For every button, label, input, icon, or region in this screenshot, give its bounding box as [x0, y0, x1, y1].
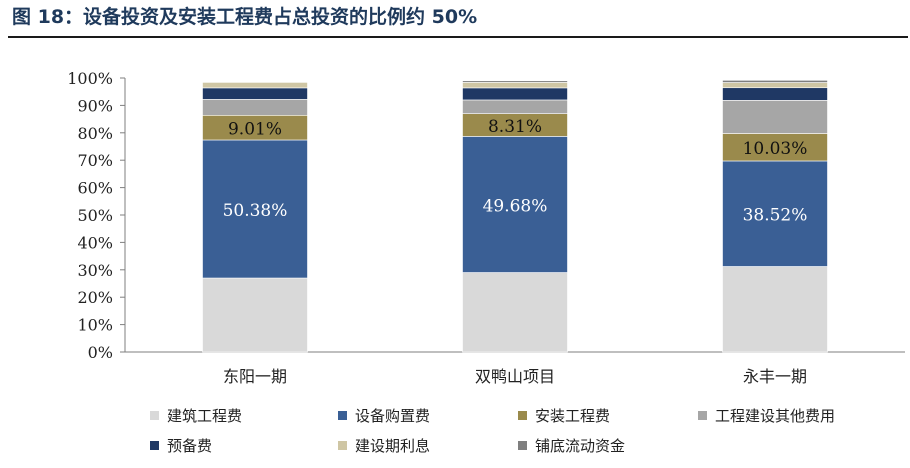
- bar-segment: [722, 100, 828, 134]
- title-divider: [8, 36, 908, 38]
- stacked-bar-chart: 0% 10% 20% 30% 40% 50% 60% 70% 80% 90% 100% 50.38% 9…: [67, 69, 905, 386]
- legend-label: 建设期利息: [355, 436, 431, 455]
- y-tick-label: 70%: [77, 151, 113, 170]
- x-tick-label: 双鸭山项目: [475, 367, 555, 386]
- x-tick-label: 永丰一期: [743, 367, 807, 386]
- bar-segment: [202, 277, 308, 353]
- legend-item: 铺底流动资金: [518, 434, 625, 456]
- bar-segment: [462, 82, 568, 89]
- bar-segment: [722, 266, 828, 353]
- y-tick-label: 50%: [77, 206, 113, 225]
- bar-segment: [722, 160, 828, 267]
- bar-segment: [722, 80, 828, 83]
- legend-swatch: [338, 410, 347, 420]
- legend-item: 建设期利息: [338, 434, 430, 456]
- legend-label: 工程建设其他费用: [715, 406, 836, 425]
- y-tick-label: 80%: [77, 124, 113, 143]
- y-tick-label: 20%: [77, 288, 113, 307]
- legend-item: 建筑工程费: [150, 404, 242, 426]
- y-tick-label: 60%: [77, 179, 113, 198]
- y-tick-label: 0%: [88, 343, 113, 362]
- legend-label: 安装工程费: [535, 406, 611, 425]
- y-tick-label: 30%: [77, 261, 113, 280]
- x-tick-label: 东阳一期: [223, 367, 287, 386]
- y-tick-label: 90%: [77, 96, 113, 115]
- bar-segment: [462, 80, 568, 83]
- legend-swatch: [698, 410, 707, 420]
- bar-segment: [202, 87, 308, 100]
- legend-swatch: [518, 440, 527, 450]
- legend-item: 预备费: [150, 434, 212, 456]
- data-label: 8.31%: [488, 117, 542, 137]
- data-label: 10.03%: [743, 139, 808, 159]
- chart-title: 图 18：设备投资及安装工程费占总投资的比例约 50%: [12, 6, 478, 28]
- y-tick-label: 40%: [77, 233, 113, 252]
- legend-label: 建筑工程费: [167, 406, 243, 425]
- legend-item: 安装工程费: [518, 404, 610, 426]
- bar-segment: [462, 136, 568, 273]
- legend-swatch: [518, 410, 527, 420]
- bar-segment: [202, 82, 308, 89]
- data-label: 38.52%: [743, 206, 808, 226]
- bar-segment: [722, 133, 828, 162]
- legend-label: 预备费: [167, 436, 213, 455]
- legend-swatch: [150, 440, 159, 450]
- bar-segment: [462, 87, 568, 101]
- legend-swatch: [150, 410, 159, 420]
- bar-segment: [462, 99, 568, 114]
- data-label: 49.68%: [483, 196, 548, 216]
- legend-swatch: [338, 440, 347, 450]
- data-label: 9.01%: [228, 120, 282, 140]
- data-label: 50.38%: [223, 201, 288, 221]
- legend-item: 工程建设其他费用: [698, 404, 835, 426]
- bar-segment: [722, 82, 828, 89]
- bar-segment: [202, 99, 308, 116]
- bar-segment: [462, 272, 568, 353]
- y-tick-label: 10%: [77, 316, 113, 335]
- legend-label: 铺底流动资金: [535, 436, 626, 455]
- legend-label: 设备购置费: [355, 406, 431, 425]
- y-tick-label: 100%: [67, 69, 113, 88]
- bar-segment: [202, 139, 308, 279]
- bar-segment: [722, 87, 828, 101]
- legend-item: 设备购置费: [338, 404, 430, 426]
- bar-segment: [202, 114, 308, 141]
